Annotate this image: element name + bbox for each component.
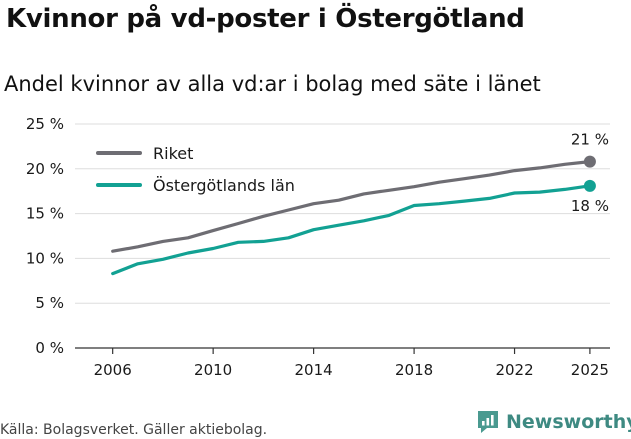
y-tick-label: 0 %: [35, 339, 64, 357]
source-note: Källa: Bolagsverket. Gäller aktiebolag.: [0, 422, 268, 438]
y-tick-label: 15 %: [26, 205, 64, 223]
y-tick-label: 25 %: [26, 115, 64, 133]
x-tick-label: 2014: [295, 361, 333, 379]
x-tick-label: 2010: [194, 361, 232, 379]
chart-title: Kvinnor på vd-poster i Östergötland: [6, 4, 525, 34]
x-tick-label: 2006: [94, 361, 132, 379]
legend: Riket Östergötlands län: [96, 144, 295, 195]
brand-logo: Newsworthy: [476, 408, 631, 436]
line-chart: 0 % 5 % 10 % 15 % 20 % 25 % 2006 2010 2014 2018 20…: [26, 115, 610, 379]
series: [111, 155, 596, 276]
end-label-riket: 21 %: [571, 131, 609, 149]
x-tick-label: 2025: [571, 361, 609, 379]
end-marker-riket: [583, 155, 596, 168]
axes: 0 % 5 % 10 % 15 % 20 % 25 % 2006 2010 2014 2018 20…: [26, 115, 610, 379]
series-line-riket: [111, 160, 592, 253]
end-marker-ostergotland: [583, 179, 596, 192]
legend-label: Östergötlands län: [153, 176, 295, 195]
x-tick-label: 2022: [495, 361, 533, 379]
chart-subtitle: Andel kvinnor av alla vd:ar i bolag med …: [4, 72, 541, 96]
x-tick-label: 2018: [395, 361, 433, 379]
data-labels: 21 % 18 %: [571, 131, 609, 215]
brand-name: Newsworthy: [506, 411, 631, 433]
y-tick-label: 20 %: [26, 160, 64, 178]
end-label-ostergotland: 18 %: [571, 197, 609, 215]
legend-label: Riket: [153, 144, 193, 163]
y-tick-label: 5 %: [35, 294, 64, 312]
newsworthy-logo-icon: [478, 411, 498, 433]
series-line-ostergotland: [111, 184, 592, 276]
y-tick-label: 10 %: [26, 249, 64, 267]
